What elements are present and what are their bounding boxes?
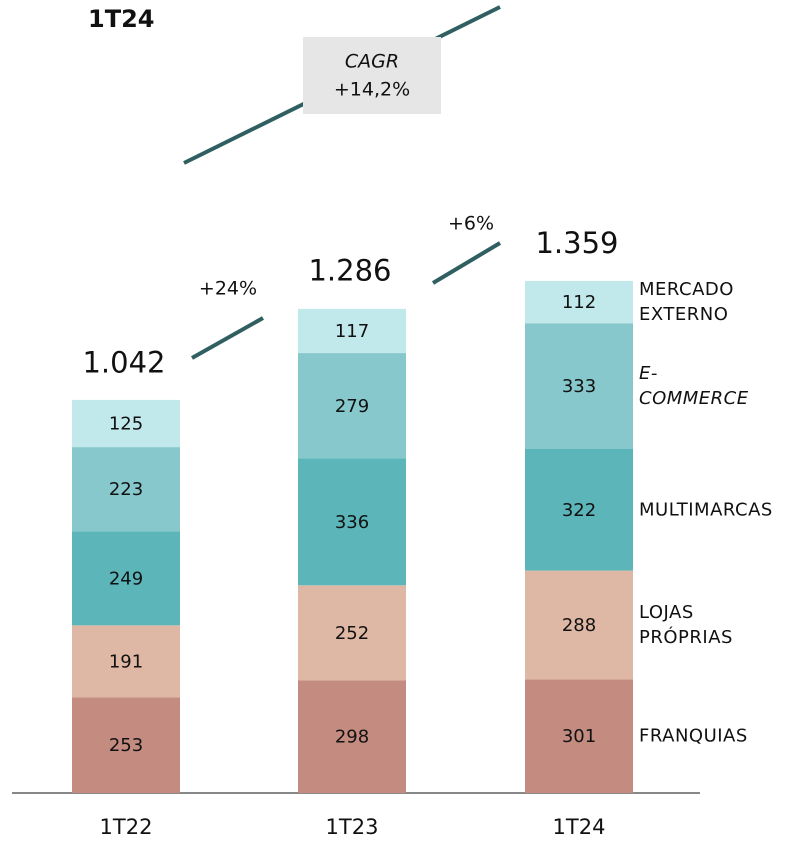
bar-segment	[298, 458, 406, 586]
bar-segment	[525, 570, 633, 680]
cagr-value: +14,2%	[334, 79, 410, 101]
segment-label: 112	[562, 292, 596, 313]
bar-segment	[525, 679, 633, 793]
segment-label: 301	[562, 726, 596, 747]
segment-label: 191	[109, 651, 143, 672]
legend-label: FRANQUIAS	[639, 725, 748, 747]
bar-segment	[72, 625, 180, 698]
segment-label: 298	[335, 727, 369, 748]
segment-label: 125	[109, 413, 143, 434]
segment-label: 336	[335, 512, 369, 533]
chart-title: 1T24	[88, 5, 154, 33]
x-tick-label: 1T24	[553, 815, 606, 839]
bar-segment	[298, 308, 406, 354]
legend-label: MULTIMARCAS	[639, 499, 773, 521]
bar-segment	[72, 531, 180, 626]
legend-label: LOJAS PRÓPRIAS	[639, 601, 733, 648]
bar-segment	[298, 353, 406, 459]
cagr-box	[303, 37, 441, 114]
total-label: 1.359	[535, 226, 618, 260]
bar-segment	[298, 680, 406, 793]
total-label: 1.286	[308, 253, 391, 287]
segment-label: 288	[562, 615, 596, 636]
bar-segment	[525, 280, 633, 324]
total-label: 1.042	[82, 346, 165, 380]
cagr-label: CAGR	[345, 51, 399, 73]
growth-label: +24%	[199, 278, 257, 300]
segment-label: 223	[109, 479, 143, 500]
bar-segment	[72, 447, 180, 532]
bar-segment	[72, 697, 180, 793]
bar-segment	[72, 399, 180, 448]
segment-label: 333	[562, 376, 596, 397]
legend-label: E-COMMERCE	[639, 363, 749, 410]
segment-label: 249	[109, 568, 143, 589]
bar-segment	[298, 585, 406, 681]
growth-line	[191, 316, 264, 360]
x-tick-label: 1T22	[100, 815, 153, 839]
legend-label: MERCADO EXTERNO	[639, 279, 734, 326]
growth-label: +6%	[448, 213, 494, 235]
x-tick-label: 1T23	[326, 815, 379, 839]
segment-label: 117	[335, 321, 369, 342]
segment-label: 279	[335, 396, 369, 417]
growth-line	[431, 241, 502, 285]
segment-label: 252	[335, 623, 369, 644]
bar-segment	[525, 448, 633, 571]
segment-label: 322	[562, 500, 596, 521]
segment-label: 253	[109, 735, 143, 756]
bar-segment	[525, 323, 633, 449]
